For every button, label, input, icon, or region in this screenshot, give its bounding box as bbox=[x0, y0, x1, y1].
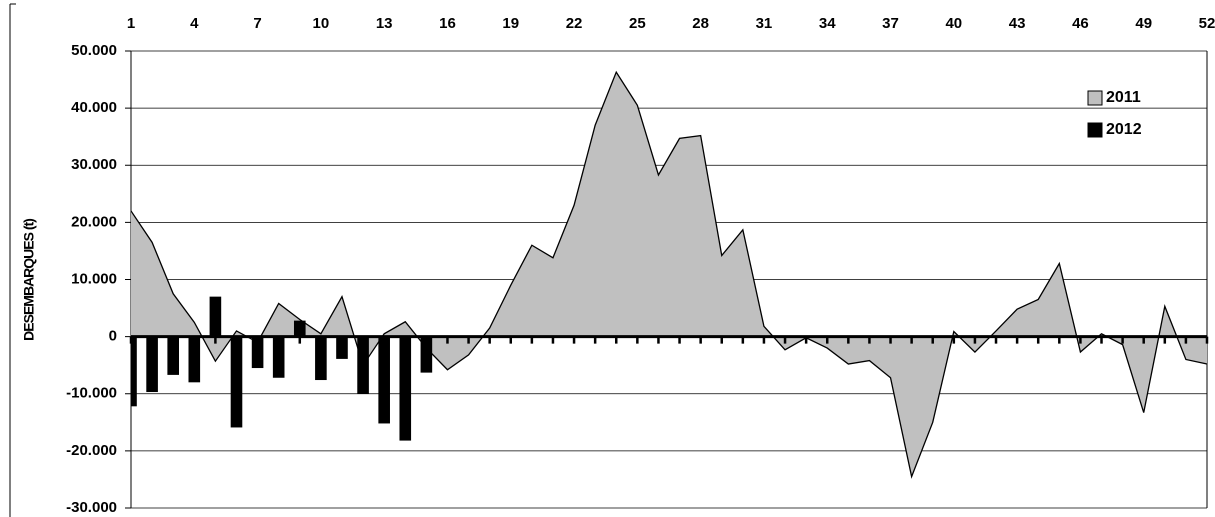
bar bbox=[272, 336, 285, 378]
x-tick-label: 46 bbox=[1072, 15, 1089, 32]
x-tick-label: 19 bbox=[502, 15, 519, 32]
x-tick-label: 4 bbox=[190, 15, 199, 32]
x-tick-label: 43 bbox=[1009, 15, 1026, 32]
bar bbox=[251, 336, 264, 369]
y-tick-label: -30.000 bbox=[66, 499, 117, 516]
x-tick-label: 40 bbox=[945, 15, 962, 32]
y-tick-label: 40.000 bbox=[71, 99, 117, 116]
x-tick-label: 52 bbox=[1199, 15, 1215, 32]
x-tick-label: 10 bbox=[313, 15, 330, 32]
bar bbox=[399, 336, 412, 441]
bar bbox=[293, 320, 306, 337]
y-tick-label: 50.000 bbox=[71, 42, 117, 59]
x-tick-label: 13 bbox=[376, 15, 393, 32]
x-tick-label: 7 bbox=[253, 15, 261, 32]
area-line bbox=[130, 70, 1208, 479]
x-tick-label: 49 bbox=[1135, 15, 1152, 32]
area-fill bbox=[131, 72, 1207, 477]
x-tick-label: 37 bbox=[882, 15, 899, 32]
bar bbox=[336, 336, 348, 359]
x-tick-label: 28 bbox=[692, 15, 709, 32]
bar bbox=[146, 336, 158, 393]
y-tick-label: 0 bbox=[109, 328, 117, 345]
x-tick-label: 34 bbox=[819, 15, 836, 32]
bar bbox=[131, 336, 137, 407]
y-tick-label: 10.000 bbox=[71, 270, 117, 287]
bar bbox=[188, 336, 201, 383]
x-tick-label: 22 bbox=[566, 15, 583, 32]
y-tick-label: 20.000 bbox=[71, 213, 117, 230]
bar bbox=[357, 336, 369, 394]
bar bbox=[230, 336, 243, 428]
bar bbox=[209, 296, 222, 337]
bar bbox=[167, 336, 179, 375]
bar bbox=[378, 336, 390, 424]
x-tick-label: 25 bbox=[629, 15, 646, 32]
legend-swatch bbox=[1087, 90, 1103, 106]
y-tick-label: -20.000 bbox=[66, 442, 117, 459]
y-axis-label: DESEMBARQUES (t) bbox=[21, 219, 37, 341]
legend-label: 2011 bbox=[1106, 89, 1141, 106]
y-tick-label: -10.000 bbox=[66, 385, 117, 402]
bar bbox=[420, 336, 433, 373]
x-tick-label: 16 bbox=[439, 15, 456, 32]
y-tick-label: 30.000 bbox=[71, 156, 117, 173]
bar bbox=[315, 336, 327, 381]
x-tick-label: 1 bbox=[127, 15, 135, 32]
legend-swatch bbox=[1087, 122, 1103, 138]
x-tick-label: 31 bbox=[756, 15, 773, 32]
legend-label: 2012 bbox=[1106, 121, 1142, 138]
